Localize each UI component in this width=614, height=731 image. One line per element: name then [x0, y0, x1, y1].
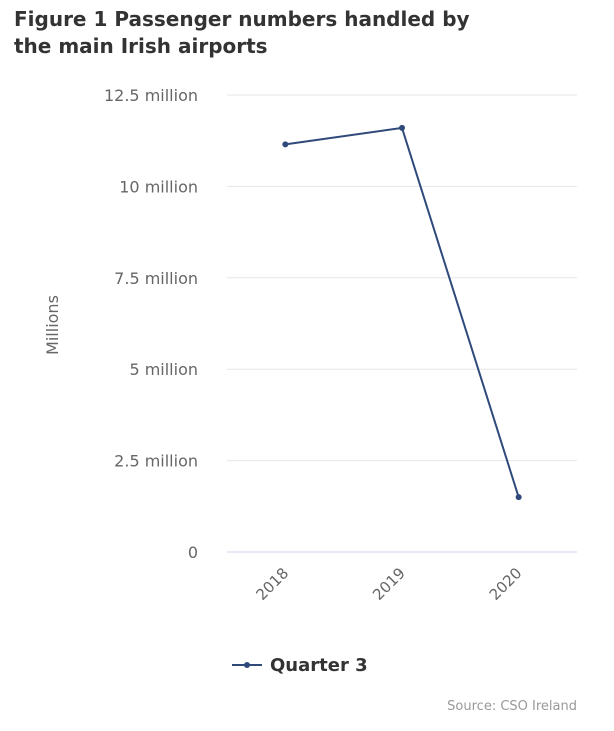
x-axis-ticks: 2018 2019 2020 [252, 564, 525, 604]
legend[interactable]: Quarter 3 [232, 655, 368, 676]
y-tick-label: 0 [188, 543, 198, 562]
chart-title-line-2: the main Irish airports [14, 34, 268, 58]
y-tick-label: 2.5 million [114, 452, 198, 471]
data-point[interactable] [515, 494, 522, 501]
chart-title-line-1: Figure 1 Passenger numbers handled by [14, 7, 470, 31]
y-tick-label: 12.5 million [104, 86, 198, 105]
legend-dot-marker [244, 662, 250, 668]
y-axis-ticks: 0 2.5 million 5 million 7.5 million 10 milli… [104, 86, 198, 562]
data-point[interactable] [399, 124, 405, 131]
x-tick-label: 2020 [486, 564, 526, 604]
source-credit[interactable]: Source: CSO Ireland [447, 699, 577, 714]
y-tick-label: 10 million [119, 177, 198, 196]
y-axis-label: Millions [43, 295, 62, 355]
y-tick-label: 7.5 million [114, 269, 198, 288]
x-tick-label: 2018 [252, 564, 292, 604]
y-tick-label: 5 million [129, 360, 198, 379]
legend-item-label[interactable]: Quarter 3 [270, 655, 368, 676]
grid-lines [227, 94, 577, 553]
series-line[interactable] [285, 126, 520, 498]
data-point[interactable] [282, 141, 289, 148]
series-layer [282, 124, 522, 501]
chart-title: Figure 1 Passenger numbers handled by th… [14, 6, 574, 60]
x-tick-label: 2019 [369, 564, 409, 604]
